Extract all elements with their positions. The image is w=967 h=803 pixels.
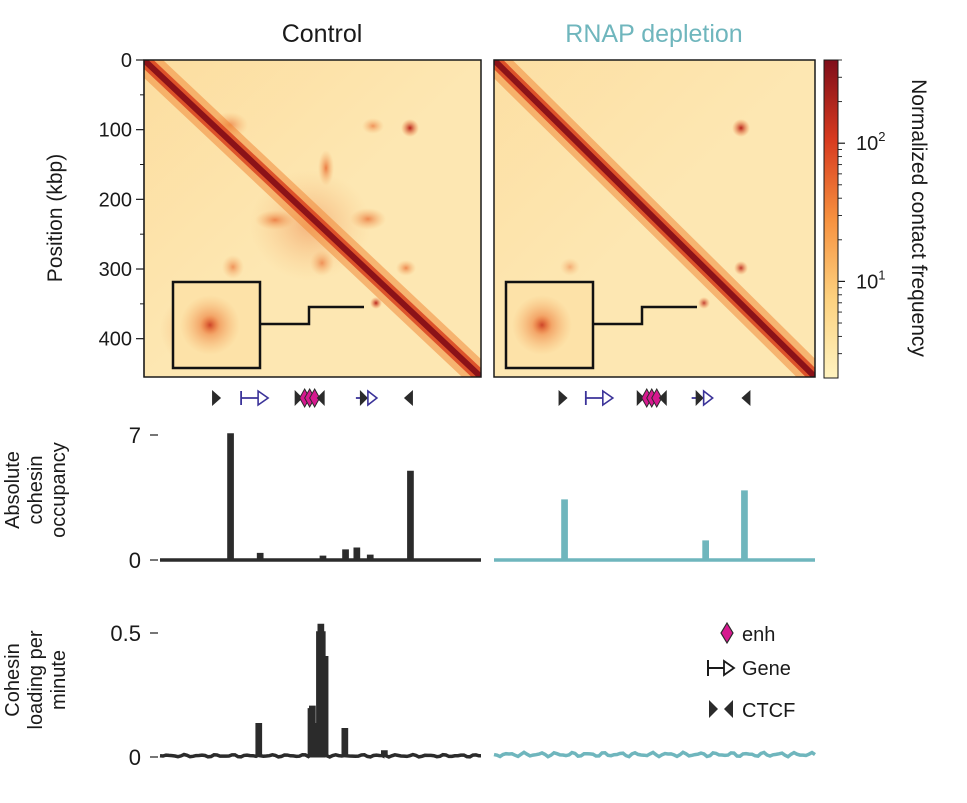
ctcf-reverse-icon	[741, 390, 751, 406]
rnap-heatmap-frame	[493, 59, 816, 378]
ctcf-forward-icon	[294, 390, 303, 406]
legend-gene-label: Gene	[742, 658, 791, 680]
ctcf-reverse-icon	[316, 390, 325, 406]
legend-enh-label: enh	[742, 624, 775, 646]
loading-y-tick-label: 0	[129, 745, 141, 770]
heatmap-y-tick-label: 400	[99, 329, 132, 351]
occupancy-ylabel-3: occupancy	[48, 442, 70, 538]
loading-series-control	[159, 623, 482, 759]
occupancy-y-tick-label: 7	[129, 423, 141, 448]
rnap-title: RNAP depletion	[565, 20, 742, 48]
gene-icon	[240, 389, 270, 407]
heatmap-y-axis: 0 100 200 300 400	[99, 50, 145, 377]
control-title: Control	[282, 20, 363, 48]
rnap-inset	[504, 280, 697, 370]
legend: enh Gene CTCF	[707, 621, 795, 722]
annotation-track-control	[212, 387, 413, 409]
occupancy-series-rnap	[494, 490, 815, 562]
occupancy-axis: 70	[129, 423, 158, 573]
gene-pair-icon	[691, 389, 714, 407]
gene-icon	[584, 389, 615, 407]
loading-series-rnap	[493, 750, 816, 759]
heatmap-y-tick-label: 0	[121, 50, 132, 72]
ctcf-forward-icon	[558, 390, 568, 406]
colorbar-tick-label: 102	[856, 129, 885, 155]
loading-axis: 0.50	[110, 621, 158, 770]
control-inset	[171, 280, 364, 370]
gene-icon	[707, 659, 736, 677]
ctcf-forward-icon	[212, 390, 222, 406]
heatmap-y-tick-label: 100	[99, 120, 132, 142]
colorbar-ticks: 102 101	[838, 59, 885, 355]
legend-enh: enh	[720, 621, 775, 646]
heatmap-y-label: Position (kbp)	[44, 154, 67, 282]
legend-ctcf: CTCF	[709, 700, 795, 722]
occupancy-ylabel-2: cohesin	[25, 456, 47, 525]
control-heatmap	[144, 60, 481, 377]
loading-y-tick-label: 0.5	[110, 621, 141, 646]
occupancy-ylabel-1: Absolute	[2, 451, 24, 529]
loading-ylabel-3: minute	[48, 650, 70, 710]
enhancer-icon	[720, 621, 734, 645]
annotation-track-rnap	[558, 387, 751, 409]
loading-ylabel-2: loading per	[25, 630, 47, 729]
legend-gene: Gene	[707, 658, 791, 680]
enhancer-icon	[651, 387, 663, 409]
occupancy-series-control	[160, 433, 481, 562]
colorbar-tick-label: 101	[856, 267, 885, 293]
enhancer-icon	[309, 387, 321, 409]
ctcf-forward-icon	[636, 390, 645, 406]
legend-ctcf-label: CTCF	[742, 700, 795, 722]
colorbar-gradient	[823, 59, 839, 379]
heatmap-y-tick-label: 300	[99, 259, 132, 281]
gene-pair-icon	[355, 389, 379, 407]
heatmap-y-tick-label: 200	[99, 189, 132, 211]
loading-ylabel-1: Cohesin	[2, 643, 24, 716]
colorbar-label: Normalized contact frequency	[907, 79, 930, 357]
ctcf-reverse-icon	[403, 390, 413, 406]
ctcf-icon	[709, 700, 733, 718]
colorbar: 102 101	[823, 59, 885, 379]
ctcf-reverse-icon	[658, 390, 667, 406]
occupancy-y-tick-label: 0	[129, 548, 141, 573]
